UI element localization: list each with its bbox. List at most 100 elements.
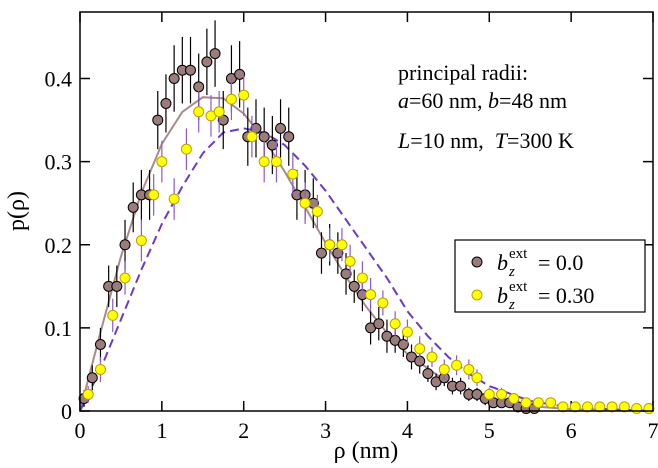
legend-label-sub: z — [508, 264, 515, 280]
data-point — [82, 388, 94, 400]
data-point — [455, 380, 467, 392]
data-point — [160, 97, 172, 109]
data-point — [148, 189, 160, 201]
data-point — [246, 131, 258, 143]
data-point — [324, 239, 336, 251]
data-point — [618, 401, 630, 413]
legend-box — [454, 239, 646, 313]
data-point — [520, 397, 532, 409]
x-tick-label: 0 — [75, 418, 86, 443]
annotation-part: =10 nm, — [410, 128, 495, 153]
legend-label: b — [497, 283, 508, 308]
annotation-part: L — [397, 128, 410, 153]
x-axis-title: ρ (nm) — [334, 438, 399, 464]
data-point — [258, 156, 270, 168]
annotation-part: b — [488, 88, 499, 113]
x-tick-label: 1 — [156, 418, 167, 443]
x-tick-label: 2 — [238, 418, 249, 443]
x-tick-label: 7 — [648, 418, 658, 443]
annotation-part: =60 nm, — [409, 88, 488, 113]
data-point — [213, 106, 225, 118]
data-point — [569, 401, 581, 413]
legend-label-rest: = 0.30 — [538, 283, 594, 308]
data-point — [299, 197, 311, 209]
data-point — [94, 363, 106, 375]
data-point — [438, 363, 450, 375]
data-point — [315, 247, 327, 259]
data-point — [582, 401, 594, 413]
legend-label-sup: ext — [509, 279, 528, 295]
data-point — [414, 343, 426, 355]
data-point — [451, 359, 463, 371]
data-point — [225, 93, 237, 105]
data-point — [557, 401, 569, 413]
data-point — [389, 318, 401, 330]
data-point — [86, 372, 98, 384]
data-point — [348, 280, 360, 292]
annotation: L=10 nm, T=300 K — [397, 128, 574, 153]
data-point — [258, 131, 270, 143]
data-point — [209, 48, 221, 60]
data-point — [234, 68, 246, 80]
data-point — [373, 318, 385, 330]
legend-label-rest: = 0.0 — [538, 250, 583, 275]
data-point — [606, 401, 618, 413]
data-point — [594, 401, 606, 413]
y-tick-label: 0.4 — [45, 67, 73, 92]
x-tick-label: 5 — [484, 418, 495, 443]
data-point — [483, 388, 495, 400]
y-axis-title: p(ρ) — [4, 191, 30, 231]
data-point — [311, 206, 323, 217]
annotation-part: principal radii: — [398, 60, 528, 85]
plot-frame — [79, 11, 654, 412]
data-point — [275, 122, 287, 134]
data-point — [356, 272, 368, 284]
data-point — [193, 81, 205, 93]
data-point — [631, 403, 643, 415]
data-point — [508, 393, 520, 405]
data-point — [463, 363, 475, 375]
legend-marker — [471, 256, 483, 268]
annotation-part: =300 K — [507, 128, 574, 153]
annotation-part: =48 nm — [499, 88, 567, 113]
data-point — [340, 268, 352, 280]
annotation: a=60 nm, b=48 nm — [398, 88, 567, 113]
data-point — [397, 339, 409, 350]
x-tick-label: 3 — [320, 418, 331, 443]
annotation: principal radii: — [398, 60, 528, 85]
data-point — [496, 388, 508, 400]
legend-marker — [471, 289, 483, 301]
data-point — [94, 339, 106, 350]
data-point — [185, 64, 197, 76]
data-point — [377, 297, 389, 309]
y-tick-label: 0 — [61, 399, 72, 424]
x-tick-label: 4 — [402, 418, 413, 443]
data-point — [422, 368, 434, 380]
y-tick-label: 0.3 — [45, 150, 73, 175]
data-point — [119, 239, 131, 251]
annotation-part: T — [495, 128, 509, 153]
data-point — [287, 168, 299, 180]
x-tick-label: 6 — [566, 418, 577, 443]
data-point — [111, 280, 123, 292]
data-point — [127, 201, 139, 213]
data-point — [283, 131, 295, 143]
data-point — [168, 73, 180, 84]
data-point — [156, 156, 168, 168]
data-point — [135, 235, 147, 247]
data-point — [168, 193, 180, 205]
y-tick-label: 0.1 — [45, 316, 73, 341]
legend-label-sub: z — [508, 297, 515, 313]
data-point — [471, 372, 483, 384]
data-point — [532, 397, 544, 409]
data-point — [545, 397, 557, 409]
y-tick-label: 0.2 — [45, 233, 73, 258]
data-point — [426, 351, 438, 363]
legend-label: b — [497, 250, 508, 275]
data-point — [107, 309, 119, 321]
legend-label-sup: ext — [509, 246, 528, 262]
data-point — [193, 106, 205, 118]
data-point — [201, 56, 213, 68]
